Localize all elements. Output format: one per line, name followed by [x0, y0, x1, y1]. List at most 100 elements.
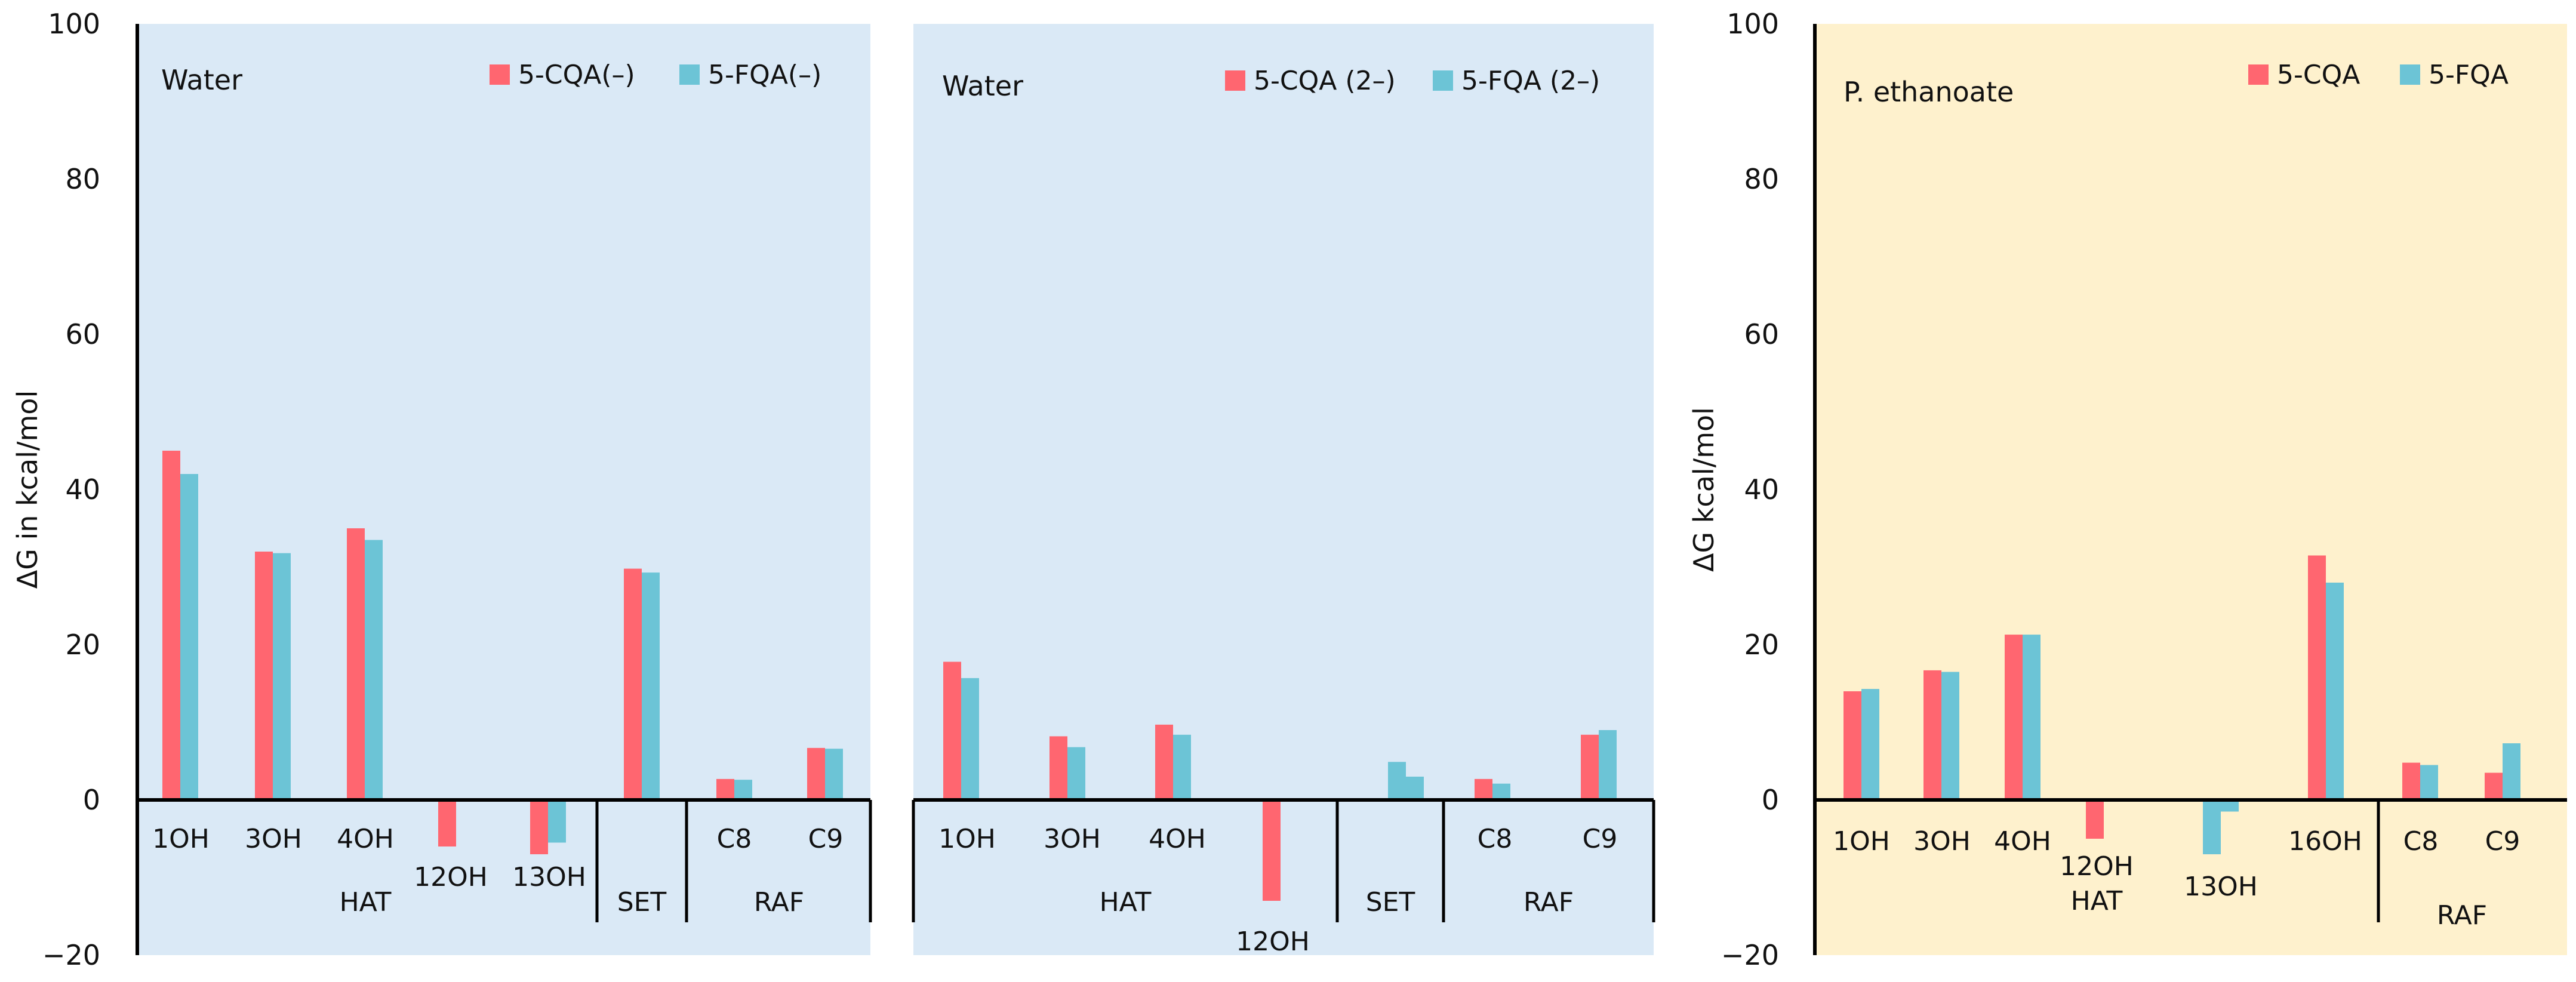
bar-5-cqa-3-3oh — [1923, 670, 1941, 800]
legend-label-5-fqa: 5-FQA(–) — [708, 60, 821, 90]
bar-5-fqa-3-13oh — [2221, 800, 2239, 812]
group-label-set-2: SET — [1366, 887, 1415, 918]
panel-1-label: Water — [161, 64, 242, 96]
x-tick-4oh: 4OH — [337, 824, 394, 854]
bar-5-cqa-2-12oh — [1263, 800, 1281, 901]
panel-3: 100 80 60 40 20 0 −20 ΔG kcal/mol P. eth… — [1688, 8, 2567, 971]
bar-5-fqa-3-c8 — [2420, 765, 2438, 800]
panel-2-background — [913, 24, 1654, 955]
bar-5-fqa-3-4oh — [2023, 635, 2041, 800]
bar-5-fqa-3oh — [273, 553, 291, 800]
legend-swatch-5-cqa-2 — [1225, 70, 1245, 91]
bar-5-cqa-2-1oh — [943, 661, 961, 800]
bar-5-cqa-2-4oh — [1155, 724, 1173, 800]
bar-5-cqa-c8 — [716, 778, 734, 800]
legend-swatch-5-fqa-2 — [1433, 70, 1453, 91]
legend-swatch-5-cqa-3 — [2248, 64, 2269, 85]
y-tick-60-3: 60 — [1744, 318, 1779, 350]
bar-5-fqa-2-c9 — [1599, 730, 1617, 800]
x-tick-12oh-2: 12OH — [1236, 926, 1310, 957]
bar-5-fqa-2-1oh — [961, 678, 979, 800]
x-tick-c9-3: C9 — [2485, 826, 2520, 857]
x-tick-13oh-3: 13OH — [2184, 872, 2258, 902]
bar-5-cqa-13oh — [530, 800, 548, 854]
y-tick-20-3: 20 — [1744, 629, 1779, 661]
legend-label-5-cqa-2: 5-CQA (2–) — [1254, 66, 1396, 96]
panel-1: 100 80 60 40 20 0 −20 ΔG in kcal/mol Wat… — [11, 8, 872, 971]
y-tick-100: 100 — [48, 8, 100, 40]
x-tick-3oh-3: 3OH — [1913, 826, 1971, 857]
group-label-raf-2: RAF — [1524, 887, 1574, 918]
y-tick-80-3: 80 — [1744, 163, 1779, 195]
x-tick-13oh: 13OH — [512, 862, 586, 892]
x-tick-1oh-2: 1OH — [938, 824, 996, 854]
bar-5-cqa-3-16oh — [2308, 555, 2326, 800]
bar-5-cqa-c9 — [807, 747, 825, 800]
bar-5-fqa-2-set — [1388, 762, 1406, 800]
bar-5-fqa-3-16oh — [2326, 583, 2344, 800]
panel-3-label: P. ethanoate — [1843, 76, 2014, 108]
panel-2: Water 5-CQA (2–) 5-FQA (2–) 1OH 3OH 4OH … — [912, 24, 1655, 957]
panel-1-background — [137, 24, 870, 955]
x-tick-1oh: 1OH — [152, 824, 210, 854]
bar-5-cqa-set — [624, 568, 642, 800]
x-tick-1oh-3: 1OH — [1833, 826, 1890, 857]
y-tick-0-3: 0 — [1762, 784, 1779, 816]
x-tick-4oh-2: 4OH — [1149, 824, 1206, 854]
bar-5-fqa-c9 — [825, 749, 843, 800]
x-tick-3oh: 3OH — [245, 824, 302, 854]
x-tick-12oh-3: 12OH — [2060, 851, 2134, 882]
bar-5-fqa-set — [642, 572, 660, 800]
bar-5-fqa-2-4oh — [1173, 734, 1191, 800]
panel-1-y-axis-label: ΔG in kcal/mol — [11, 390, 44, 589]
bar-5-cqa-3-c9 — [2485, 772, 2503, 800]
bar-5-fqa-2-c8 — [1492, 783, 1510, 800]
group-label-hat: HAT — [340, 887, 392, 918]
y-tick-100-3: 100 — [1726, 8, 1779, 40]
bar-5-fqa-2-set-b — [1406, 777, 1424, 800]
group-label-raf-3: RAF — [2437, 900, 2487, 931]
bar-5-cqa-3-1oh — [1843, 691, 1861, 800]
bar-5-cqa-3-c8 — [2402, 762, 2420, 800]
x-tick-c8-2: C8 — [1478, 824, 1513, 854]
bar-5-fqa-4oh — [365, 540, 383, 800]
bar-5-fqa-3-13oh-b — [2203, 800, 2221, 854]
x-tick-12oh: 12OH — [414, 862, 488, 892]
bar-5-fqa-3-1oh — [1861, 689, 1879, 800]
bar-5-fqa-3-c9 — [2503, 743, 2520, 800]
bar-5-cqa-2-3oh — [1050, 736, 1067, 800]
bar-5-cqa-2-c8 — [1475, 778, 1492, 800]
legend-swatch-5-fqa — [679, 64, 700, 85]
x-tick-c8: C8 — [717, 824, 752, 854]
bar-5-fqa-c8 — [734, 780, 752, 800]
bar-5-fqa-3-3oh — [1941, 672, 1959, 800]
x-tick-set: SET — [617, 887, 667, 918]
bar-5-fqa-13oh — [548, 800, 566, 843]
bar-5-cqa-3oh — [255, 552, 273, 800]
y-tick-20: 20 — [65, 629, 100, 661]
legend-swatch-5-cqa — [490, 64, 510, 85]
x-tick-4oh-3: 4OH — [1994, 826, 2051, 857]
y-tick-40: 40 — [65, 473, 100, 506]
legend-swatch-5-fqa-3 — [2400, 64, 2420, 85]
bar-5-cqa-2-c9 — [1581, 734, 1599, 800]
bar-5-cqa-12oh — [438, 800, 456, 846]
y-tick-minus-20-3: −20 — [1721, 939, 1779, 971]
legend-label-5-fqa-2: 5-FQA (2–) — [1461, 66, 1600, 96]
x-tick-16oh-3: 16OH — [2288, 826, 2362, 857]
y-tick-0: 0 — [83, 784, 100, 816]
panel-1-bars — [162, 451, 843, 854]
bar-5-cqa-1oh — [162, 451, 180, 800]
bar-5-cqa-3-12oh — [2086, 800, 2104, 839]
x-tick-c8-3: C8 — [2403, 826, 2439, 857]
legend-label-5-cqa: 5-CQA(–) — [518, 60, 635, 90]
legend-label-5-fqa-3: 5-FQA — [2429, 60, 2509, 90]
x-tick-c9: C9 — [808, 824, 844, 854]
y-tick-60: 60 — [65, 318, 100, 350]
panel-3-y-axis-label: ΔG kcal/mol — [1688, 407, 1720, 572]
x-tick-c9-2: C9 — [1583, 824, 1618, 854]
y-tick-40-3: 40 — [1744, 473, 1779, 506]
bar-5-cqa-3-4oh — [2005, 635, 2023, 800]
y-tick-minus-20: −20 — [42, 939, 100, 971]
